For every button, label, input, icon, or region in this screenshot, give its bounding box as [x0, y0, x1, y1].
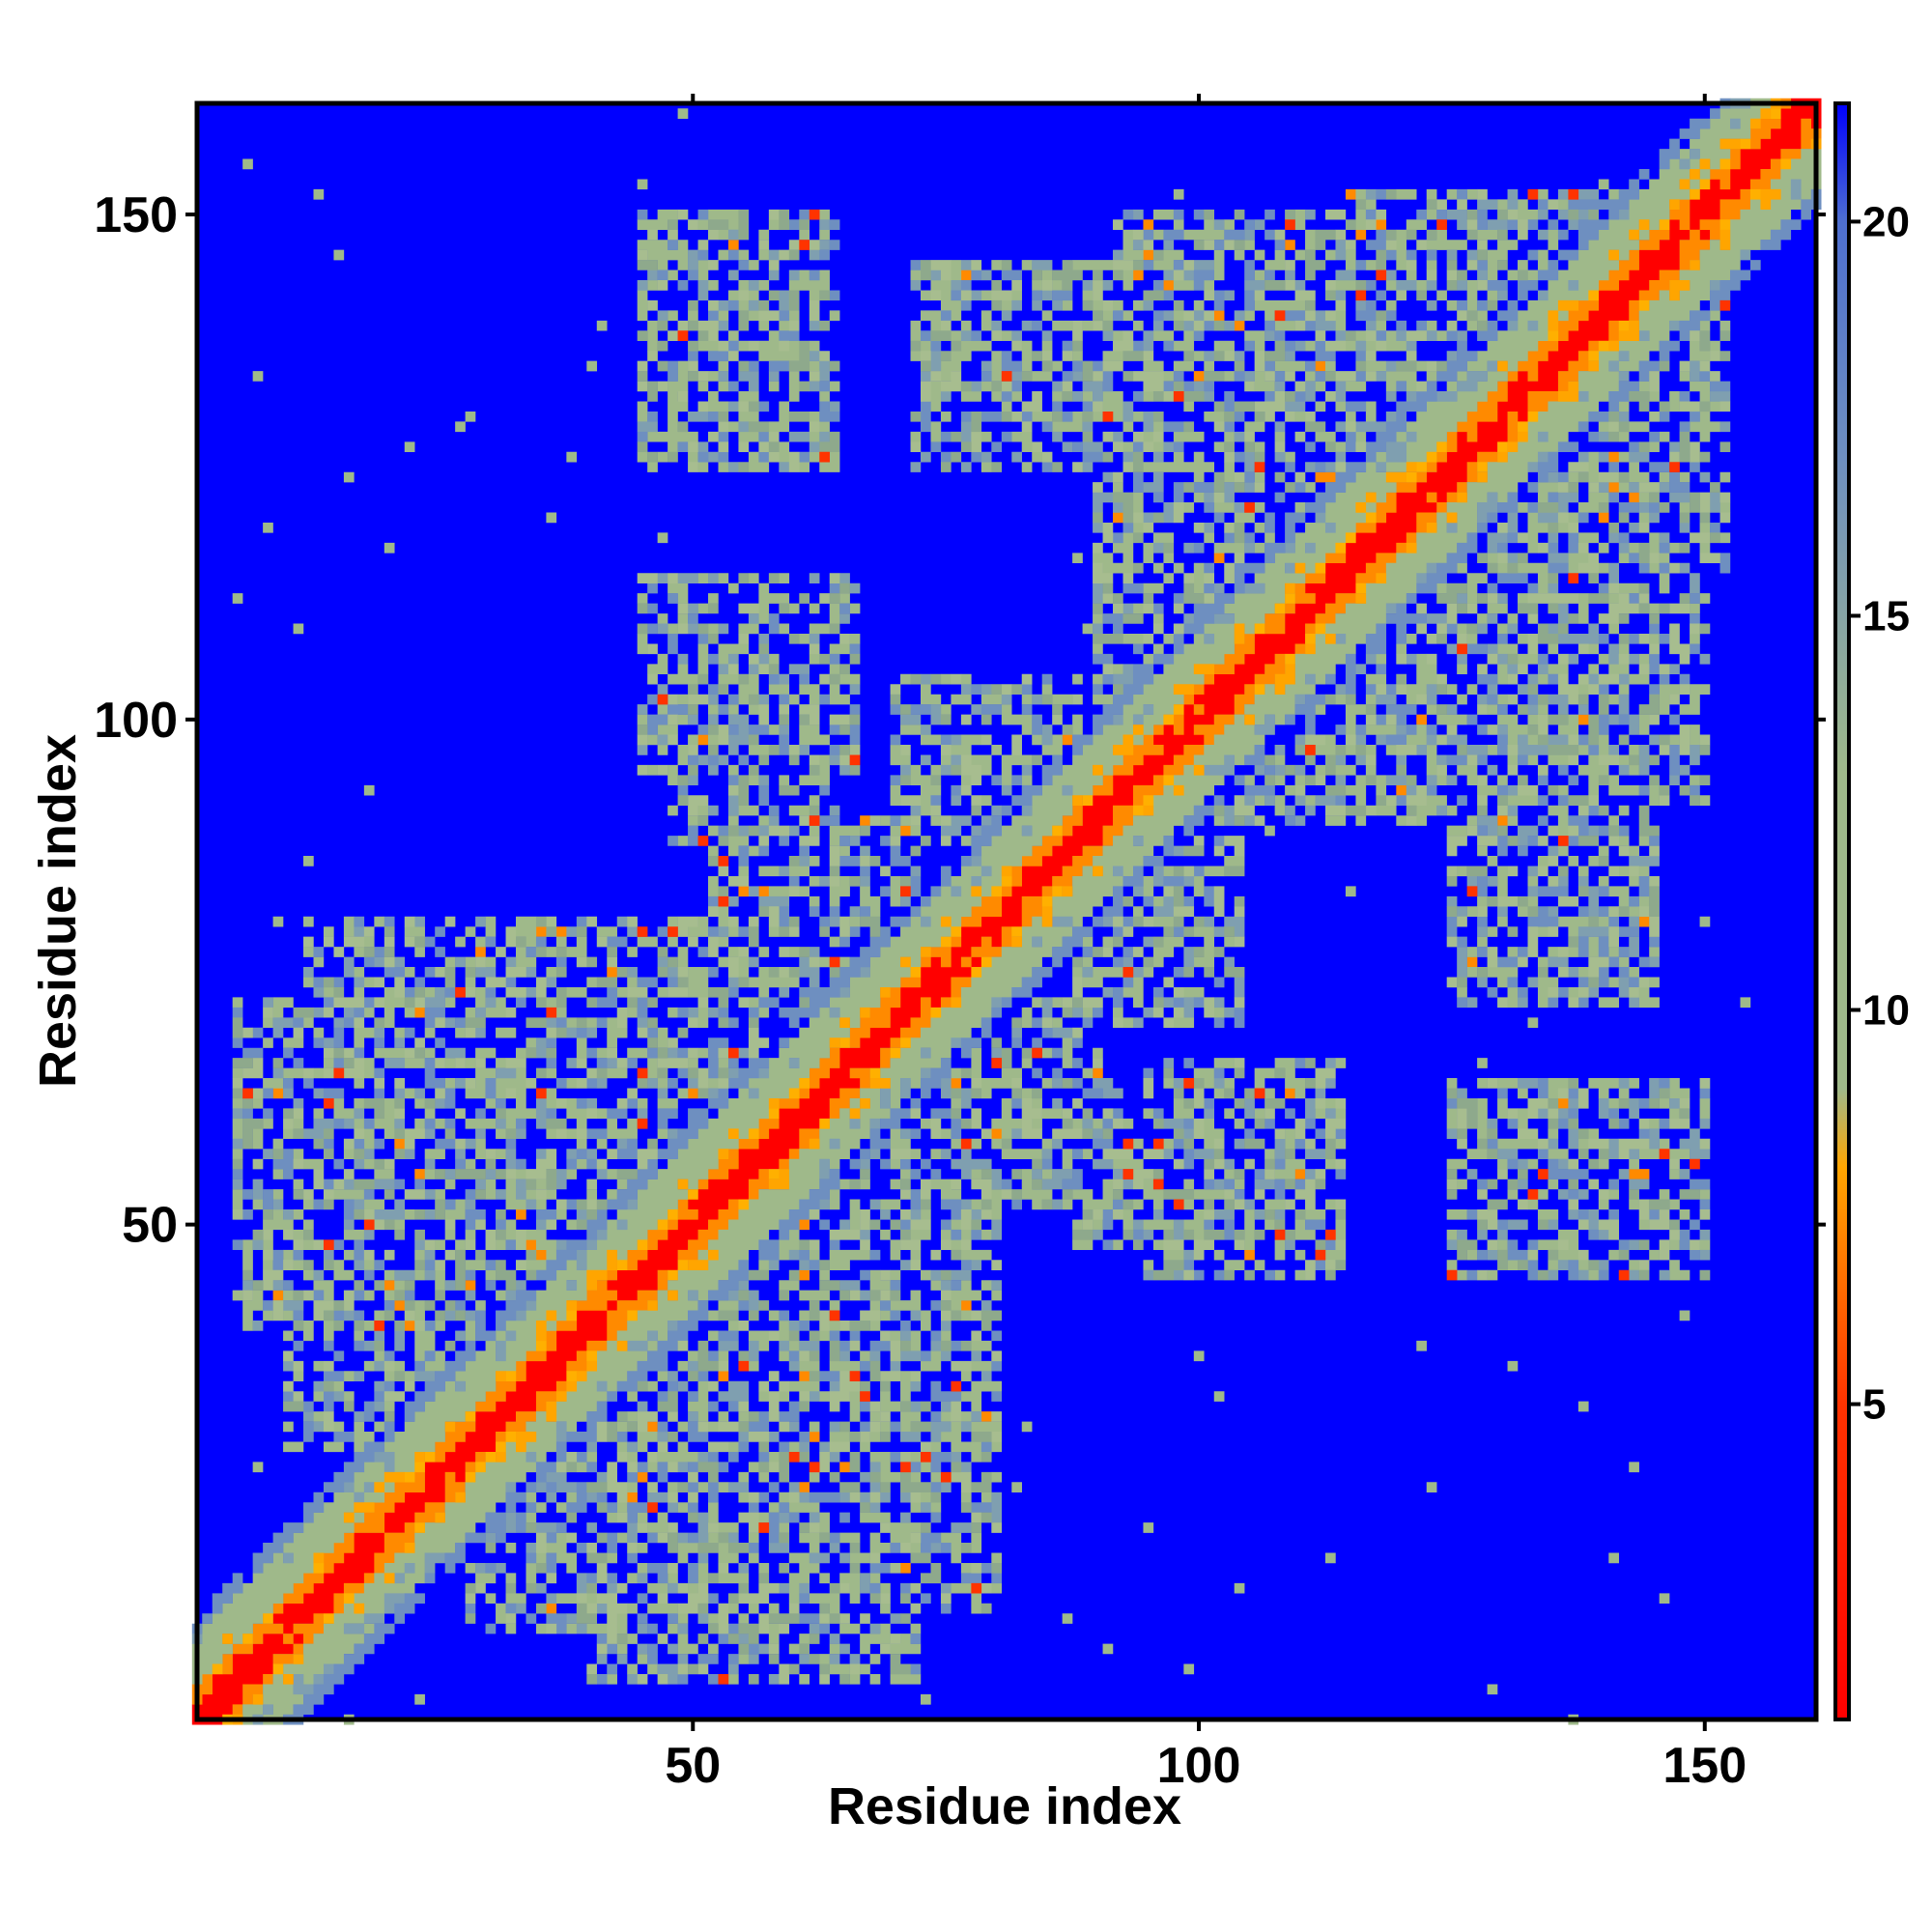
- x-axis-title: Residue index: [828, 1777, 1181, 1835]
- x-axis: 50 100 150: [665, 94, 1747, 1794]
- colorbar-axis: 5 10 15 20: [1849, 198, 1910, 1429]
- colorbar-tick-label: 15: [1862, 592, 1910, 639]
- y-axis-title: Residue index: [29, 734, 87, 1088]
- x-tick-label: 50: [665, 1738, 721, 1794]
- plot-frame: [194, 100, 1819, 1722]
- heatmap-layer: [191, 98, 1822, 1725]
- x-tick-label: 150: [1662, 1738, 1747, 1794]
- y-tick-label: 50: [122, 1198, 178, 1254]
- colorbar-tick-label: 10: [1862, 987, 1910, 1035]
- colorbar: [1833, 101, 1851, 1721]
- y-tick-label: 100: [94, 693, 178, 749]
- heatmap-cells-1: [191, 98, 1822, 1716]
- colorbar-tick-label: 20: [1862, 198, 1910, 245]
- y-tick-label: 150: [94, 187, 178, 243]
- x-tick-label: 100: [1157, 1738, 1241, 1794]
- y-axis: 50 100 150: [94, 187, 1826, 1254]
- colorbar-tick-label: 5: [1862, 1381, 1886, 1429]
- heatmap-cells-0: [191, 98, 1822, 1725]
